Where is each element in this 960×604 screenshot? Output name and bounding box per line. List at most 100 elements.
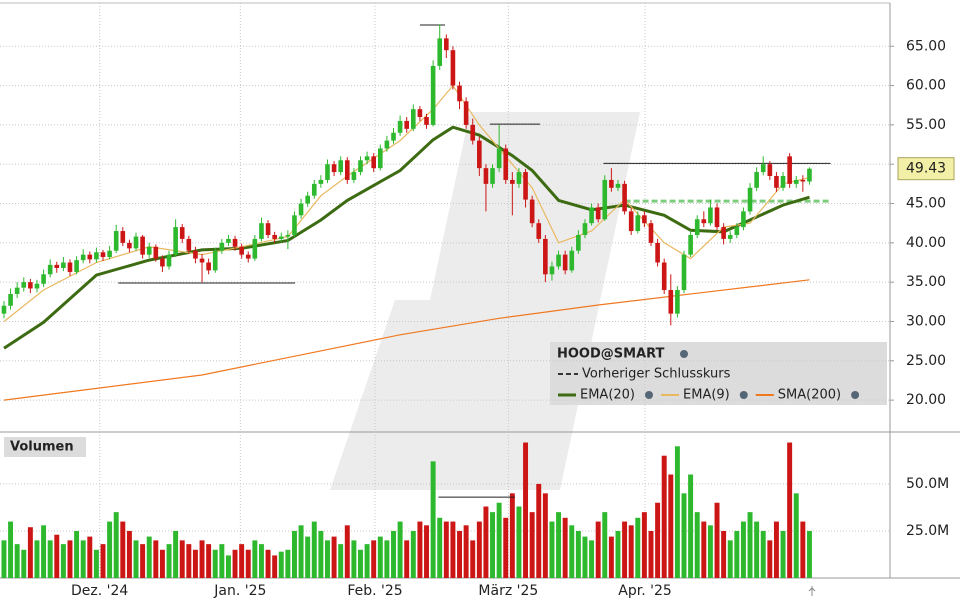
y-tick-label: 50.0M xyxy=(906,476,949,492)
candle-body xyxy=(595,207,601,220)
volume-bar xyxy=(278,551,284,578)
candle-body xyxy=(344,160,350,180)
y-tick-label: 55.00 xyxy=(906,117,946,133)
candle-body xyxy=(87,254,93,260)
volume-bar xyxy=(767,540,773,578)
candle-body xyxy=(807,168,812,182)
candle-body xyxy=(721,227,726,239)
candle-body xyxy=(100,252,106,257)
volume-bar xyxy=(503,517,509,578)
candle-body xyxy=(668,290,674,314)
volume-bar xyxy=(569,525,575,578)
candle-body xyxy=(226,238,231,243)
candle-body xyxy=(166,254,172,267)
volume-bar xyxy=(245,549,251,578)
volume-bar xyxy=(806,530,812,578)
volume-bar xyxy=(14,544,20,578)
volume-bar xyxy=(721,530,727,578)
volume-bar xyxy=(595,521,601,578)
overlay-line xyxy=(3,279,810,401)
candle-body xyxy=(239,246,244,255)
volume-bar xyxy=(404,540,410,578)
candle-body xyxy=(747,187,753,212)
candle-body xyxy=(417,109,423,118)
volume-bar xyxy=(760,530,766,578)
volume-bar xyxy=(113,512,119,578)
candle-body xyxy=(377,148,383,169)
candle-body xyxy=(569,250,575,271)
candle-body xyxy=(688,234,693,255)
candle-body xyxy=(543,238,548,275)
volume-bar xyxy=(529,512,535,578)
candle-body xyxy=(741,211,746,228)
candle-body xyxy=(708,207,713,224)
candle-body xyxy=(298,203,304,216)
volume-bar xyxy=(219,544,225,578)
candle-body xyxy=(173,227,178,255)
candle-body xyxy=(602,179,608,220)
volume-bar xyxy=(100,544,106,578)
volume-bar xyxy=(622,521,628,578)
volume-bar xyxy=(457,530,463,578)
candle-body xyxy=(127,242,132,249)
volume-bar xyxy=(8,521,14,578)
legend-label: EMA(20) xyxy=(580,388,635,403)
price-label: 49.43 xyxy=(906,161,946,177)
volume-bar xyxy=(575,530,581,578)
candle-body xyxy=(675,290,680,314)
candle-body xyxy=(727,234,733,239)
volume-bar xyxy=(179,540,185,578)
volume-bar xyxy=(291,530,297,578)
candle-body xyxy=(193,250,198,259)
y-tick-label: 30.00 xyxy=(906,313,946,329)
y-tick-label: 20.00 xyxy=(906,392,946,408)
candle-body xyxy=(609,179,614,188)
candle-body xyxy=(430,65,436,125)
volume-bar xyxy=(285,549,291,578)
candle-body xyxy=(503,148,509,180)
volume-bar xyxy=(107,521,113,578)
price-label-box xyxy=(897,157,955,181)
volume-bar xyxy=(773,521,779,578)
candle-body xyxy=(780,176,786,188)
volume-bar xyxy=(166,544,172,578)
volume-bar xyxy=(74,530,80,578)
volume-bar xyxy=(740,521,746,578)
legend-icon xyxy=(851,391,860,399)
candle-body xyxy=(457,85,462,102)
volume-bar xyxy=(60,544,66,578)
candle-body xyxy=(338,160,343,173)
candle-body xyxy=(94,252,99,260)
candle-body xyxy=(635,215,641,232)
candle-body xyxy=(245,254,251,259)
candle-body xyxy=(34,283,40,289)
candle-body xyxy=(556,254,561,267)
candle-body xyxy=(311,183,317,196)
y-tick-label: 65.00 xyxy=(906,38,946,54)
candle-body xyxy=(536,223,542,239)
volume-bar xyxy=(192,549,198,578)
candle-body xyxy=(259,223,264,239)
volume-bar xyxy=(787,442,793,578)
volume-bar xyxy=(641,512,647,578)
candle-body xyxy=(384,140,390,149)
candle-body xyxy=(424,117,429,125)
candle-body xyxy=(179,227,185,239)
volume-bar xyxy=(358,549,363,578)
candle-body xyxy=(397,120,403,133)
candle-body xyxy=(113,231,119,251)
candle-body xyxy=(800,179,806,182)
candle-body xyxy=(648,223,654,243)
candle-body xyxy=(153,246,159,259)
volume-bar xyxy=(351,540,357,578)
candle-body xyxy=(516,172,522,184)
volume-bar xyxy=(701,521,707,578)
candle-body xyxy=(1,305,7,314)
candle-body xyxy=(391,132,396,141)
candle-body xyxy=(351,172,357,180)
volume-bar xyxy=(668,474,674,578)
volume-bar xyxy=(153,540,159,578)
y-tick-label: 60.00 xyxy=(906,78,946,94)
legend-icon xyxy=(645,391,654,399)
volume-bar xyxy=(476,521,482,578)
